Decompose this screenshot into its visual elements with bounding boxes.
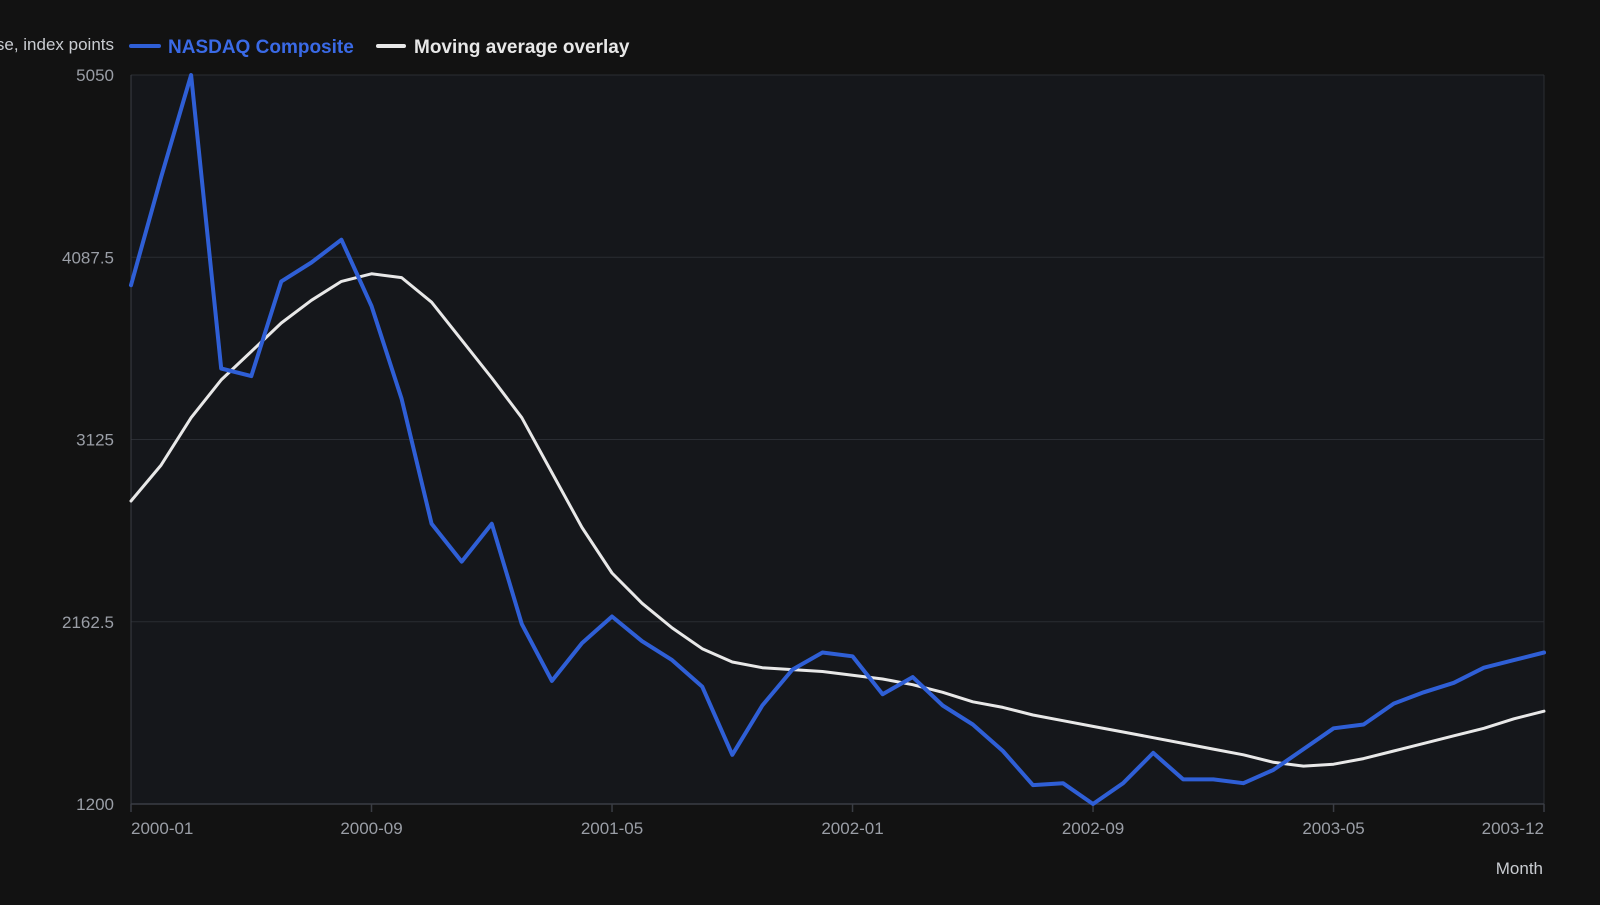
y-tick-label: 1200 bbox=[76, 795, 114, 814]
x-axis-title: Month bbox=[1496, 859, 1543, 878]
x-tick-label: 2002-01 bbox=[821, 819, 883, 838]
y-axis-title: Close, index points bbox=[0, 35, 114, 54]
axes: 1200 2162.5 3125 4087.5 5050 2000-01 2000-09 20… bbox=[62, 66, 1545, 838]
x-tick-label: 2002-09 bbox=[1062, 819, 1124, 838]
y-tick-label: 5050 bbox=[76, 66, 114, 85]
legend[interactable]: Close, index points NASDAQ Composite Mov… bbox=[0, 35, 630, 58]
series-line-nasdaq-composite bbox=[129, 73, 1546, 806]
legend-label-moving-average[interactable]: Moving average overlay bbox=[414, 37, 630, 58]
x-tick-label: 2000-01 bbox=[131, 819, 193, 838]
x-tick-label: 2000-09 bbox=[340, 819, 402, 838]
series-lines bbox=[129, 73, 1546, 806]
grid-lines bbox=[131, 74, 1545, 804]
y-tick-label: 2162.5 bbox=[62, 613, 114, 632]
x-tick-label: 2003-05 bbox=[1302, 819, 1364, 838]
y-tick-label: 3125 bbox=[76, 431, 114, 450]
legend-label-nasdaq-composite[interactable]: NASDAQ Composite bbox=[168, 37, 354, 58]
y-tick-label: 4087.5 bbox=[62, 248, 114, 267]
x-tick-label: 2001-05 bbox=[581, 819, 643, 838]
series-line-moving-average-overlay bbox=[129, 272, 1546, 768]
x-tick-label: 2003-12 bbox=[1482, 819, 1544, 838]
